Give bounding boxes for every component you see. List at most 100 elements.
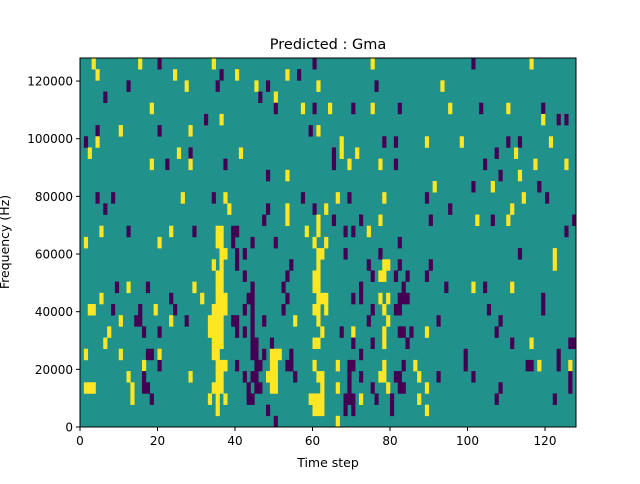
heatmap-cell <box>359 348 364 361</box>
y-tick-label: 60000 <box>35 248 73 262</box>
heatmap-cell <box>320 326 325 338</box>
heatmap-cell <box>215 80 220 92</box>
heatmap-cell <box>428 259 433 271</box>
heatmap-cell <box>347 158 352 171</box>
heatmap-cell <box>87 147 92 159</box>
heatmap-cell <box>297 69 302 81</box>
heatmap-cell <box>533 158 538 171</box>
heatmap-cell <box>386 315 391 327</box>
heatmap-cell <box>254 80 259 92</box>
heatmap-cell <box>312 304 321 316</box>
heatmap-cell <box>300 192 306 204</box>
heatmap-cell <box>207 315 224 327</box>
heatmap-cell <box>215 225 224 238</box>
heatmap-cell <box>118 125 123 137</box>
heatmap-cell <box>316 371 325 383</box>
heatmap-cell <box>498 169 503 182</box>
heatmap-cell <box>525 359 534 372</box>
heatmap-cell <box>514 147 519 159</box>
heatmap-cell <box>246 393 255 405</box>
heatmap-cell <box>393 158 399 171</box>
heatmap-cell <box>479 102 484 115</box>
heatmap-cell <box>188 371 193 383</box>
heatmap-cell <box>235 248 240 260</box>
heatmap-cell <box>339 326 344 338</box>
heatmap-cell <box>238 147 244 159</box>
heatmap-cell <box>157 348 162 361</box>
heatmap-cell <box>273 91 278 104</box>
heatmap-cell <box>312 359 317 372</box>
heatmap-cell <box>254 359 263 372</box>
heatmap-cell <box>95 125 100 137</box>
heatmap-cell <box>258 91 263 104</box>
heatmap-cell <box>343 248 348 260</box>
heatmap-cell <box>153 304 158 316</box>
heatmap-cell <box>401 281 406 294</box>
y-tick-label: 20000 <box>35 363 73 377</box>
heatmap-cell <box>266 80 271 92</box>
y-tick-label: 0 <box>65 421 73 435</box>
heatmap-cell <box>424 326 430 338</box>
heatmap-cell <box>405 337 410 350</box>
heatmap-cell <box>145 281 151 294</box>
heatmap-cell <box>366 225 371 238</box>
heatmap-cell <box>483 281 488 294</box>
heatmap-cell <box>211 348 220 361</box>
heatmap-cell <box>126 281 131 294</box>
heatmap-cell <box>564 158 569 171</box>
heatmap-cell <box>366 315 371 327</box>
heatmap-cell <box>149 158 154 171</box>
heatmap-cell <box>215 371 224 383</box>
heatmap-cell <box>312 102 317 115</box>
heatmap-cell <box>103 337 108 350</box>
heatmap-cell <box>173 69 178 81</box>
heatmap-cell <box>436 315 441 327</box>
heatmap-cell <box>138 58 143 70</box>
heatmap-cell <box>293 315 298 327</box>
heatmap-cell <box>169 225 174 238</box>
heatmap-cell <box>382 326 387 338</box>
heatmap-cell <box>382 259 391 271</box>
heatmap-cell <box>463 359 468 372</box>
heatmap-cell <box>417 371 422 383</box>
heatmap-cell <box>207 393 213 405</box>
heatmap-cell <box>424 192 430 204</box>
heatmap-cell <box>374 393 379 405</box>
heatmap-cell <box>126 80 131 92</box>
heatmap-cell <box>142 382 151 394</box>
heatmap-cell <box>498 382 503 394</box>
heatmap-cell <box>510 203 515 215</box>
heatmap-cell <box>355 147 360 159</box>
heatmap-cell <box>335 382 340 394</box>
heatmap-cell <box>176 147 182 159</box>
heatmap-cell <box>223 393 228 405</box>
heatmap-cell <box>215 281 224 294</box>
heatmap-cell <box>83 236 89 249</box>
heatmap-cell <box>184 315 189 327</box>
heatmap-cell <box>471 181 476 193</box>
heatmap-cell <box>285 292 290 305</box>
heatmap-cell <box>165 158 170 171</box>
heatmap-cell <box>347 382 352 394</box>
heatmap-cell <box>285 203 290 215</box>
heatmap-cell <box>498 315 503 327</box>
heatmap-cell <box>335 415 340 428</box>
heatmap-cell <box>180 192 185 204</box>
heatmap-cell <box>475 214 480 227</box>
heatmap-cell <box>316 315 321 327</box>
heatmap-cell <box>378 158 383 171</box>
heatmap-cell <box>552 248 557 260</box>
heatmap-cell <box>494 393 499 405</box>
heatmap-cell <box>308 393 325 405</box>
heatmap-cell <box>370 337 375 350</box>
heatmap-cell <box>510 281 515 294</box>
x-tick-label: 60 <box>305 434 320 448</box>
heatmap-cell <box>130 382 135 394</box>
heatmap-cell <box>266 404 271 417</box>
heatmap-cell <box>370 382 375 394</box>
heatmap-cell <box>142 359 147 372</box>
heatmap-cell <box>331 158 337 171</box>
heatmap-cell <box>378 248 383 260</box>
heatmap-cell <box>393 136 399 148</box>
